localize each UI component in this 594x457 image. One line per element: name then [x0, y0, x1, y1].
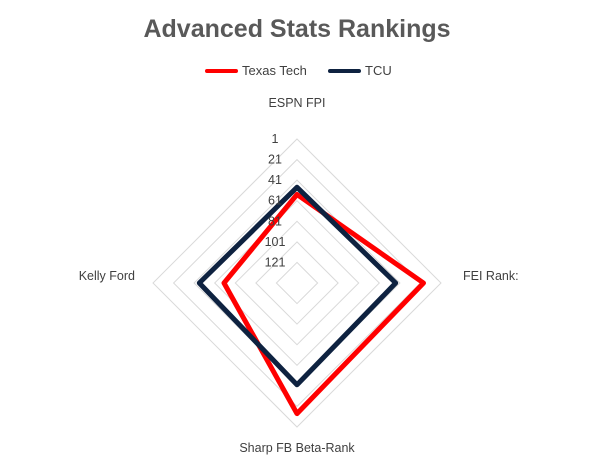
- grid-ring: [213, 199, 381, 367]
- tick-label: 61: [268, 194, 282, 208]
- grid-ring: [275, 261, 319, 305]
- tick-label: 21: [268, 153, 282, 167]
- grid-ring: [234, 220, 360, 346]
- grid-ring: [172, 158, 422, 408]
- series-tcu: [196, 184, 399, 388]
- axis-label-sharp-fb-beta-rank: Sharp FB Beta-Rank: [239, 441, 355, 455]
- radar-series: [196, 184, 426, 417]
- tick-labels: 1 21 41 61 81 101 121: [265, 132, 286, 269]
- axis-labels: ESPN FPI FEI Rank: Sharp FB Beta-Rank Ke…: [79, 96, 519, 455]
- chart-title: Advanced Stats Rankings: [143, 15, 450, 43]
- axis-label-kelly-ford: Kelly Ford: [79, 269, 135, 283]
- tick-label: 1: [272, 132, 279, 146]
- legend-label-tcu: TCU: [365, 63, 392, 78]
- tick-label: 101: [265, 235, 286, 249]
- axis-label-fei-rank: FEI Rank:: [463, 269, 519, 283]
- series-texas-tech: [221, 192, 426, 417]
- axis-label-espn-fpi: ESPN FPI: [269, 96, 326, 110]
- grid-ring: [152, 138, 442, 428]
- tick-label: 41: [268, 173, 282, 187]
- legend-label-texas-tech: Texas Tech: [242, 63, 307, 78]
- tick-label: 121: [265, 255, 286, 269]
- grid-ring: [255, 241, 339, 325]
- legend: Texas Tech TCU: [205, 63, 392, 78]
- tick-label: 81: [268, 214, 282, 228]
